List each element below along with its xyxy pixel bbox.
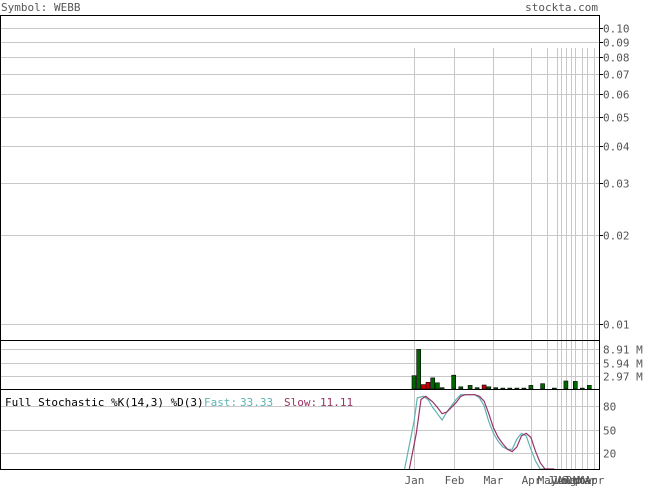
- volume-tick-label: 5.94 M: [603, 358, 643, 371]
- volume-bar-down: [421, 384, 426, 390]
- stochastic-axis-labels: 80 50 20: [603, 401, 616, 461]
- volume-bars: [411, 349, 592, 390]
- volume-bar-up: [430, 377, 436, 390]
- volume-bar-up: [514, 387, 520, 390]
- month-label: Oct: [566, 474, 586, 486]
- price-axis-labels: 0.100.09 0.08 0.07 0.06 0.05 0.04 0.03 0.02 0.01: [603, 23, 630, 332]
- volume-bar-up: [411, 375, 417, 390]
- month-label: Feb: [445, 474, 465, 486]
- volume-bar-up: [521, 387, 527, 390]
- volume-bar-up: [579, 387, 585, 390]
- volume-bar-up: [458, 386, 464, 390]
- volume-panel-frame: [0, 340, 600, 390]
- volume-bar-up: [416, 349, 422, 390]
- price-panel-frame: [0, 15, 600, 341]
- price-tick-label: 0.04: [603, 141, 630, 154]
- volume-bar-up: [486, 386, 492, 390]
- slow-value: 11.11: [320, 396, 353, 409]
- volume-bar-up: [563, 380, 569, 390]
- month-label: Sep: [562, 474, 582, 486]
- month-label: Apr: [585, 474, 605, 486]
- volume-bar-up: [493, 387, 499, 390]
- month-label: Mar: [484, 474, 504, 486]
- volume-bar-up: [551, 387, 557, 390]
- month-label: Apr: [522, 474, 542, 486]
- month-label: Aug: [557, 474, 577, 486]
- volume-bar-down: [425, 381, 431, 390]
- stochastic-tick-label: 20: [603, 448, 616, 461]
- price-tick-label: 0.05: [603, 112, 630, 125]
- month-label: Nov: [573, 474, 593, 486]
- volume-axis-labels: 8.91 M5.94 M2.97 M: [603, 344, 643, 384]
- price-tick-label: 0.09: [603, 37, 630, 50]
- fast-value: 33.33: [240, 396, 273, 409]
- stochastic-panel-frame: [0, 389, 600, 470]
- month-label: Mar: [578, 474, 598, 486]
- stochastic-tick-label: 50: [603, 425, 616, 438]
- volume-bar-up: [507, 387, 513, 390]
- month-label: Jan: [405, 474, 425, 486]
- slow-label: Slow:: [284, 396, 317, 409]
- fast-label: Fast:: [204, 396, 237, 409]
- volume-bar-down: [481, 384, 487, 390]
- price-tick-label: 0.02: [603, 230, 630, 243]
- price-tick-label: 0.10: [603, 23, 630, 36]
- month-label: Jul: [552, 474, 572, 486]
- volume-bar-up: [540, 383, 545, 390]
- stochastic-fast-line: [404, 394, 550, 470]
- volume-bar-up: [435, 382, 440, 390]
- price-grid: [1, 28, 603, 325]
- symbol-label: Symbol: WEBB: [1, 1, 81, 14]
- price-tick-label: 0.08: [603, 52, 630, 65]
- volume-bar-up: [451, 374, 457, 390]
- site-name: stockta.com: [525, 1, 598, 14]
- stochastic-slow-line: [408, 394, 555, 470]
- volume-bar-up: [586, 385, 592, 390]
- price-tick-label: 0.03: [603, 178, 630, 191]
- volume-tick-label: 8.91 M: [603, 344, 643, 357]
- month-gridlines: [414, 48, 595, 469]
- volume-tick-label: 2.97 M: [603, 371, 643, 384]
- price-tick-label: 0.01: [603, 319, 630, 332]
- volume-bar-up: [474, 387, 480, 390]
- volume-bar-up: [439, 387, 445, 390]
- stochastic-tick-label: 80: [603, 401, 616, 414]
- volume-bar-up: [572, 381, 578, 390]
- month-label: May: [538, 474, 558, 486]
- stochastic-grid: [1, 406, 599, 454]
- volume-bar-up: [528, 385, 534, 390]
- volume-bar-up: [467, 385, 473, 390]
- stochastic-lines: [404, 394, 555, 470]
- month-label: Jun: [548, 474, 568, 486]
- volume-grid: [1, 349, 599, 377]
- volume-bar-up: [500, 387, 506, 390]
- price-tick-label: 0.06: [603, 89, 630, 102]
- price-tick-label: 0.07: [603, 69, 630, 82]
- stochastic-title: Full Stochastic %K(14,3) %D(3): [5, 396, 204, 409]
